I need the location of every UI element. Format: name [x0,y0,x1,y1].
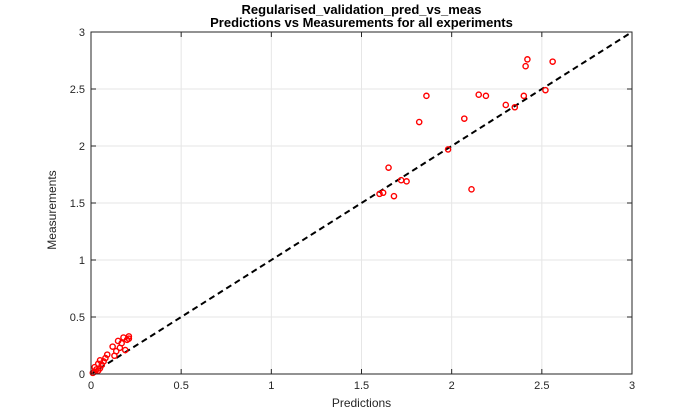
x-tick-label: 2.5 [534,380,549,392]
data-point [109,343,116,350]
x-axis-label: Predictions [331,396,392,410]
x-tick-label: 1 [268,380,274,392]
chart-subtitle: Predictions vs Measurements for all expe… [210,15,513,30]
data-point [96,357,104,364]
data-point [385,164,392,171]
data-point [423,92,430,100]
data-point [118,339,125,347]
data-point [511,103,519,111]
data-point [112,347,120,355]
y-tick-label: 2 [79,141,85,153]
axes-frame [90,31,633,375]
y-tick-label: 1 [79,255,85,267]
data-points [89,56,556,377]
reference-line-group [90,31,633,375]
x-tick-label: 1.5 [354,380,369,392]
data-point [542,86,549,94]
y-tick-labels: 0 0.5 1 1.5 2 2.5 3 [70,27,85,381]
chart-title: Regularised_validation_pred_vs_meas [241,2,482,17]
x-tick-labels: 0 0.5 1 1.5 2 2.5 3 [88,380,635,392]
y-tick-label: 0 [79,369,85,381]
data-point [482,92,490,100]
y-tick-label: 3 [79,27,85,39]
x-tick-label: 2 [449,380,455,392]
data-point [390,192,398,200]
y-tick-label: 1.5 [70,198,85,210]
data-point [121,346,129,354]
data-point [549,58,556,65]
axes-box [90,31,633,375]
data-point [502,101,510,109]
y-tick-label: 0.5 [70,312,85,324]
y-tick-label: 2.5 [70,84,85,96]
data-point [403,178,410,185]
data-point [415,118,423,126]
data-point [468,186,475,193]
data-point [522,62,529,70]
data-point [103,351,111,358]
y-axis-label: Measurements [45,170,59,250]
x-tick-label: 0.5 [174,380,189,392]
data-point [460,115,468,122]
data-point [125,335,133,342]
reference-line [90,31,633,375]
data-point [524,56,531,63]
data-point [125,333,133,340]
data-point [520,92,528,100]
data-point [379,189,387,197]
x-tick-label: 0 [88,380,94,392]
data-point [475,91,483,98]
x-tick-label: 3 [629,380,635,392]
data-point [444,146,452,153]
data-point [376,190,383,198]
